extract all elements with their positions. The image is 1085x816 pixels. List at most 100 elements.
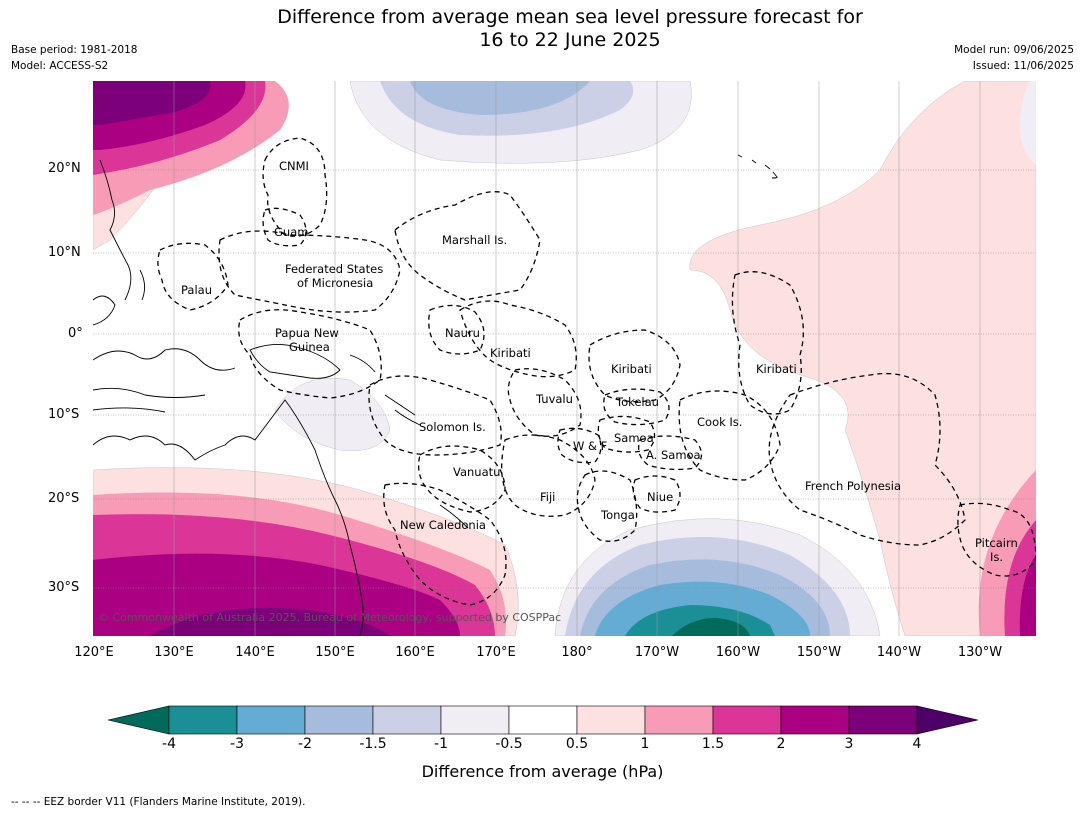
label-tokelau: Tokelau bbox=[615, 395, 659, 409]
label-frpoly: French Polynesia bbox=[805, 479, 901, 493]
eez-fiji bbox=[501, 434, 596, 517]
solomon-anomaly-neg0.5 bbox=[274, 377, 391, 451]
lat-label: 20°N bbox=[48, 161, 81, 176]
eez-png bbox=[238, 309, 382, 399]
lon-label: 170°E bbox=[476, 645, 516, 660]
eez-kiribati-w bbox=[459, 300, 577, 378]
label-kiribati-w: Kiribati bbox=[490, 346, 531, 360]
title-line-2: 16 to 22 June 2025 bbox=[479, 29, 661, 51]
eez-cnmi bbox=[262, 137, 328, 237]
chart-title: Difference from average mean sea level p… bbox=[0, 6, 1085, 52]
colorbar-label: Difference from average (hPa) bbox=[421, 762, 664, 781]
label-solomon: Solomon Is. bbox=[419, 420, 486, 434]
lon-label: 120°E bbox=[74, 645, 114, 660]
label-asamoa: A. Samoa bbox=[646, 448, 701, 462]
sw-anomaly-3 bbox=[150, 607, 390, 636]
colorbar-tick: -2 bbox=[298, 736, 312, 752]
colorbar-under-arrow bbox=[107, 705, 170, 735]
colorbar-cell bbox=[168, 705, 238, 735]
label-fsm-2: of Micronesia bbox=[297, 276, 373, 290]
colorbar-tick: 0.5 bbox=[565, 736, 589, 752]
eez-vanuatu bbox=[417, 445, 506, 513]
ne-anomaly-neg0.5 bbox=[1019, 81, 1036, 165]
label-cnmi: CNMI bbox=[279, 159, 309, 173]
philippines-coast bbox=[99, 159, 145, 301]
eez-kiribati-e bbox=[731, 271, 804, 415]
borneo-coast bbox=[93, 295, 116, 326]
copyright-notice: © Commonwealth of Australia 2025, Bureau… bbox=[98, 611, 561, 624]
label-fiji: Fiji bbox=[540, 490, 555, 504]
lat-label: 0° bbox=[68, 326, 83, 341]
colorbar-tick: 2 bbox=[776, 736, 786, 752]
lon-label: 130°W bbox=[957, 645, 1003, 660]
eez-kiribati-c bbox=[588, 329, 681, 403]
label-fsm-1: Federated States bbox=[285, 262, 383, 276]
eez-wf bbox=[557, 427, 602, 464]
label-png-1: Papua New bbox=[275, 326, 339, 340]
colorbar-cell bbox=[644, 705, 714, 735]
eez-tuvalu bbox=[507, 368, 582, 437]
label-kiribati-e: Kiribati bbox=[756, 362, 797, 376]
new-caledonia-coast bbox=[439, 504, 469, 529]
lon-label: 150°W bbox=[796, 645, 842, 660]
eez-footnote: -- -- -- EEZ border V11 (Flanders Marine… bbox=[11, 796, 306, 808]
label-nauru: Nauru bbox=[445, 326, 480, 340]
label-cook: Cook Is. bbox=[697, 415, 742, 429]
colorbar-cell bbox=[508, 705, 578, 735]
australia-coast bbox=[93, 399, 364, 636]
meta-left: Base period: 1981-2018 Model: ACCESS-S2 bbox=[11, 42, 137, 74]
pressure-anomaly-fields bbox=[93, 81, 1036, 636]
label-png-2: Guinea bbox=[289, 340, 330, 354]
colorbar-tick: 1 bbox=[640, 736, 650, 752]
colorbar-over-arrow bbox=[916, 705, 979, 735]
new-britain-coast bbox=[349, 354, 376, 373]
model-name: Model: ACCESS-S2 bbox=[11, 60, 109, 72]
colorbar-cell bbox=[576, 705, 646, 735]
label-guam: Guam bbox=[274, 225, 308, 239]
ne-anomaly-0.5 bbox=[689, 81, 1036, 636]
indonesia-coast bbox=[93, 348, 236, 413]
colorbar-tick: -1.5 bbox=[359, 736, 387, 752]
graticule bbox=[93, 169, 1036, 589]
meta-right: Model run: 09/06/2025 Issued: 11/06/2025 bbox=[954, 42, 1074, 74]
colorbar-cell bbox=[304, 705, 374, 735]
colorbar-tick: 4 bbox=[912, 736, 922, 752]
issued-date: Issued: 11/06/2025 bbox=[972, 60, 1074, 72]
eez-borders bbox=[157, 137, 1036, 606]
map-area: CNMI Guam Marshall Is. Federated States … bbox=[93, 81, 1036, 636]
png-coast bbox=[249, 344, 341, 379]
label-marshall: Marshall Is. bbox=[442, 233, 507, 247]
s-anomaly-neg4 bbox=[672, 618, 750, 636]
colorbar-tick: 1.5 bbox=[701, 736, 725, 752]
colorbar bbox=[107, 705, 979, 735]
nw-anomaly-3 bbox=[93, 81, 211, 125]
eez-fsm bbox=[218, 230, 401, 313]
eez-niue bbox=[632, 475, 681, 513]
lon-label: 130°E bbox=[154, 645, 194, 660]
label-pitcairn-1: Pitcairn bbox=[975, 536, 1018, 550]
label-niue: Niue bbox=[647, 490, 673, 504]
colorbar-cell bbox=[372, 705, 442, 735]
colorbar-tick: -0.5 bbox=[495, 736, 523, 752]
colorbar-tick: -1 bbox=[434, 736, 448, 752]
hawaii-coast bbox=[737, 154, 778, 179]
lon-label: 160°W bbox=[715, 645, 761, 660]
label-tuvalu: Tuvalu bbox=[535, 392, 573, 406]
eez-solomon bbox=[368, 375, 502, 456]
lat-label: 20°S bbox=[48, 491, 80, 506]
sw-anomaly-2 bbox=[93, 553, 460, 636]
colorbar-tick: 3 bbox=[844, 736, 854, 752]
colorbar-tick: -4 bbox=[162, 736, 176, 752]
model-run: Model run: 09/06/2025 bbox=[954, 44, 1074, 56]
lon-label: 180° bbox=[561, 645, 593, 660]
lon-label: 150°E bbox=[315, 645, 355, 660]
label-kiribati-c: Kiribati bbox=[611, 362, 652, 376]
colorbar-cells bbox=[168, 705, 918, 735]
n-anomaly-neg1.5 bbox=[410, 81, 590, 115]
lat-label: 10°N bbox=[48, 245, 81, 260]
colorbar-cell bbox=[236, 705, 306, 735]
eez-asamoa bbox=[637, 435, 703, 471]
eez-pitcairn bbox=[957, 502, 1036, 577]
label-wf: W & F bbox=[573, 439, 607, 453]
coastlines bbox=[93, 154, 778, 636]
